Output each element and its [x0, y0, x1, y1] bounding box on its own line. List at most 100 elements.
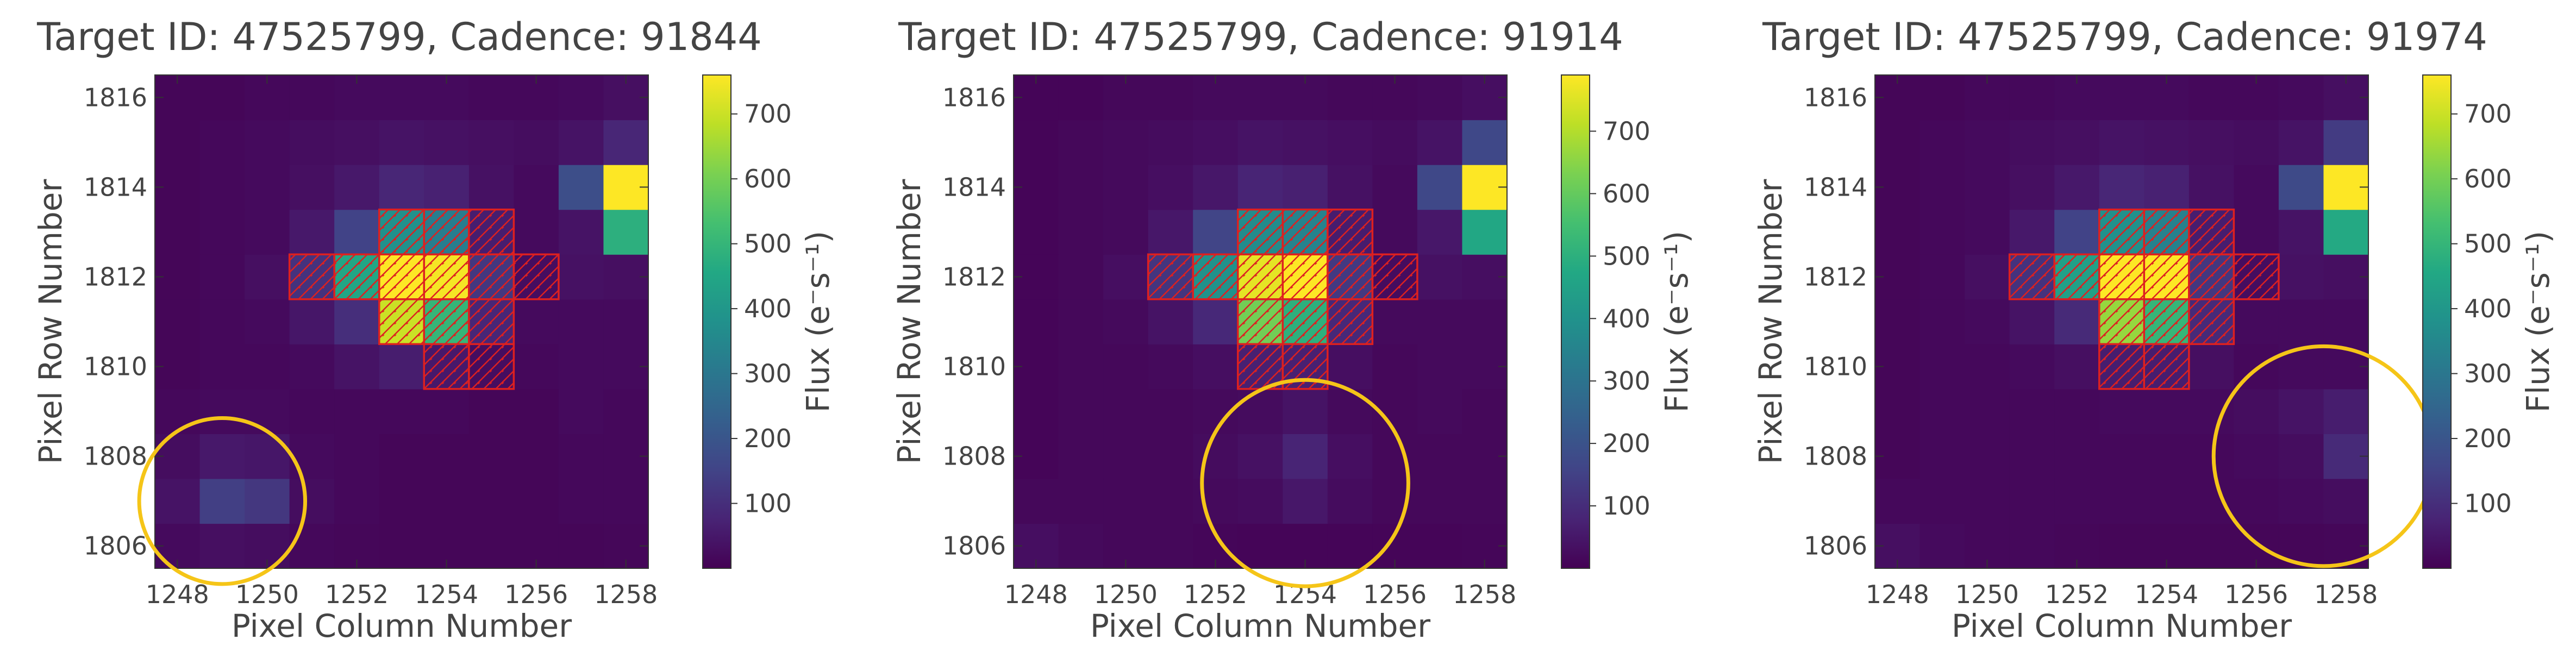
- heatmap-cell: [1058, 388, 1104, 434]
- heatmap-cell: [424, 388, 470, 434]
- chart-panel-1: Target ID: 47525799, Cadence: 91844 1248 1…: [32, 15, 836, 644]
- heatmap-cell: [1417, 299, 1463, 344]
- heatmap-cell: [2189, 344, 2234, 390]
- heatmap-cell: [2323, 388, 2369, 434]
- heatmap-cell: [1237, 478, 1283, 524]
- heatmap-cell: [2054, 209, 2100, 255]
- heatmap-cell: [1148, 523, 1193, 569]
- x-tick-label: 1250: [1094, 580, 1158, 609]
- heatmap-cell: [1965, 299, 2010, 344]
- aperture-pixel: [333, 253, 380, 300]
- y-axis-label: Pixel Row Number: [891, 179, 928, 465]
- heatmap-cell: [1058, 523, 1104, 569]
- aperture-pixel: [2143, 343, 2190, 390]
- heatmap-cell: [1327, 165, 1373, 210]
- heatmap-cell: [1014, 478, 1059, 524]
- heatmap-cell: [1237, 388, 1283, 434]
- aperture-pixel: [468, 208, 515, 255]
- aperture-pixel: [2143, 208, 2190, 255]
- heatmap-cell: [1920, 478, 1965, 524]
- x-tick-label: 1252: [1184, 580, 1247, 609]
- heatmap-cell: [1148, 434, 1193, 479]
- x-tick-label: 1248: [146, 580, 209, 609]
- heatmap-cell: [2099, 388, 2144, 434]
- heatmap-cell: [1417, 75, 1463, 121]
- heatmap-cell: [334, 165, 380, 210]
- aperture-pixel: [2098, 298, 2146, 346]
- heatmap-cell: [2009, 434, 2055, 479]
- aperture-pixel: [423, 343, 470, 390]
- aperture-pixel: [2053, 253, 2100, 300]
- heatmap-cell: [1417, 434, 1463, 479]
- heatmap-cell: [2189, 75, 2234, 121]
- y-tick-label: 1812: [942, 262, 1006, 291]
- heatmap-cell: [199, 478, 245, 524]
- y-tick-label: 1812: [84, 262, 147, 291]
- heatmap-cell: [514, 165, 559, 210]
- x-tick-label: 1254: [2135, 580, 2198, 609]
- colorbar-tick-label: 700: [2464, 99, 2512, 129]
- heatmap-cell: [558, 75, 604, 121]
- aperture-pixel: [1192, 253, 1239, 300]
- y-tick-label: 1816: [1804, 83, 1867, 112]
- heatmap-cell: [1193, 120, 1239, 165]
- heatmap-cell: [558, 523, 604, 569]
- heatmap-cell: [558, 299, 604, 344]
- heatmap-cell: [289, 344, 335, 390]
- heatmap-cell: [1237, 120, 1283, 165]
- heatmap-cell: [1462, 209, 1508, 255]
- colorbar-tick-label: 200: [2464, 424, 2512, 453]
- heatmap-cell: [379, 75, 424, 121]
- heatmap-cell: [1058, 299, 1104, 344]
- heatmap-cell: [2278, 254, 2324, 300]
- x-tick-label: 1256: [1363, 580, 1427, 609]
- colorbar-tick-label: 500: [2464, 229, 2512, 259]
- y-tick-label: 1808: [942, 442, 1006, 471]
- heatmap-cell: [199, 75, 245, 121]
- heatmap-cell: [1965, 434, 2010, 479]
- heatmap-cell: [558, 120, 604, 165]
- heatmap-cell: [289, 299, 335, 344]
- y-axis-label: Pixel Row Number: [32, 179, 69, 465]
- heatmap-cell: [1417, 388, 1463, 434]
- heatmap-cell: [1014, 120, 1059, 165]
- heatmap-cell: [1372, 165, 1418, 210]
- heatmap-cell: [2189, 120, 2234, 165]
- x-tick-label: 1254: [415, 580, 478, 609]
- heatmap-cell: [1193, 209, 1239, 255]
- heatmap-cell: [424, 478, 470, 524]
- heatmap-cell: [424, 120, 470, 165]
- heatmap-cell: [1920, 120, 1965, 165]
- heatmap-cell: [603, 478, 649, 524]
- heatmap-cell: [1372, 120, 1418, 165]
- heatmap-cell: [1965, 120, 2010, 165]
- y-axis-label: Pixel Row Number: [1752, 179, 1789, 465]
- heatmap-cell: [1462, 120, 1508, 165]
- x-axis-label: Pixel Column Number: [1090, 607, 1430, 644]
- heatmap-cell: [1193, 434, 1239, 479]
- heatmap-cell: [2009, 388, 2055, 434]
- heatmap-cell: [1327, 523, 1373, 569]
- heatmap-cell: [2054, 299, 2100, 344]
- heatmap-cell: [245, 388, 290, 434]
- heatmap-cell: [155, 299, 201, 344]
- heatmap-cell: [1103, 299, 1149, 344]
- colorbar-tick-label: 100: [1603, 491, 1650, 521]
- heatmap-cell: [514, 434, 559, 479]
- heatmap-cell: [1920, 523, 1965, 569]
- aperture-pixel: [288, 253, 335, 300]
- heatmap-cell: [1372, 209, 1418, 255]
- heatmap-cell: [1875, 388, 1921, 434]
- chart-title: Target ID: 47525799, Cadence: 91914: [898, 15, 1623, 59]
- heatmap-cell: [1283, 165, 1328, 210]
- heatmap-cell: [1372, 344, 1418, 390]
- heatmap-cell: [1103, 388, 1149, 434]
- heatmap-cell: [1327, 478, 1373, 524]
- heatmap-cell: [1283, 120, 1328, 165]
- aperture-pixel: [468, 343, 515, 390]
- heatmap-cell: [2054, 478, 2100, 524]
- heatmap-cell: [245, 120, 290, 165]
- heatmap-cell: [245, 434, 290, 479]
- heatmap-cell: [1058, 209, 1104, 255]
